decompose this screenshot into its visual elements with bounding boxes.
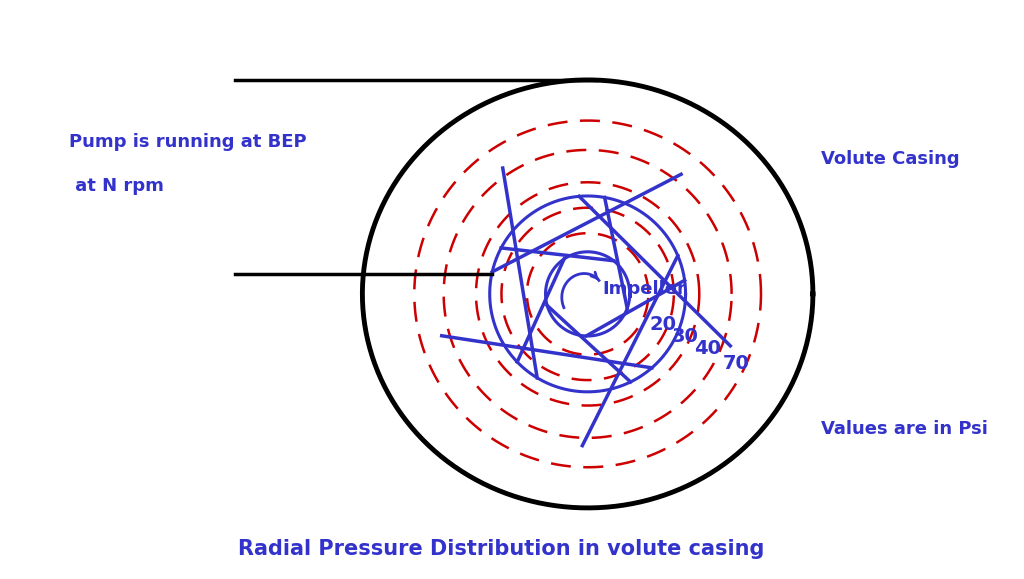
Text: 30: 30 [672, 327, 698, 346]
Text: Pump is running at BEP: Pump is running at BEP [69, 133, 306, 151]
Text: 20: 20 [649, 315, 676, 334]
Text: Radial Pressure Distribution in volute casing: Radial Pressure Distribution in volute c… [239, 538, 765, 559]
Text: 40: 40 [694, 339, 721, 358]
Text: Impeller: Impeller [602, 280, 686, 298]
Text: 70: 70 [723, 354, 750, 373]
Text: Volute Casing: Volute Casing [821, 150, 959, 168]
Text: Values are in Psi: Values are in Psi [821, 420, 987, 438]
Text: at N rpm: at N rpm [69, 177, 164, 195]
